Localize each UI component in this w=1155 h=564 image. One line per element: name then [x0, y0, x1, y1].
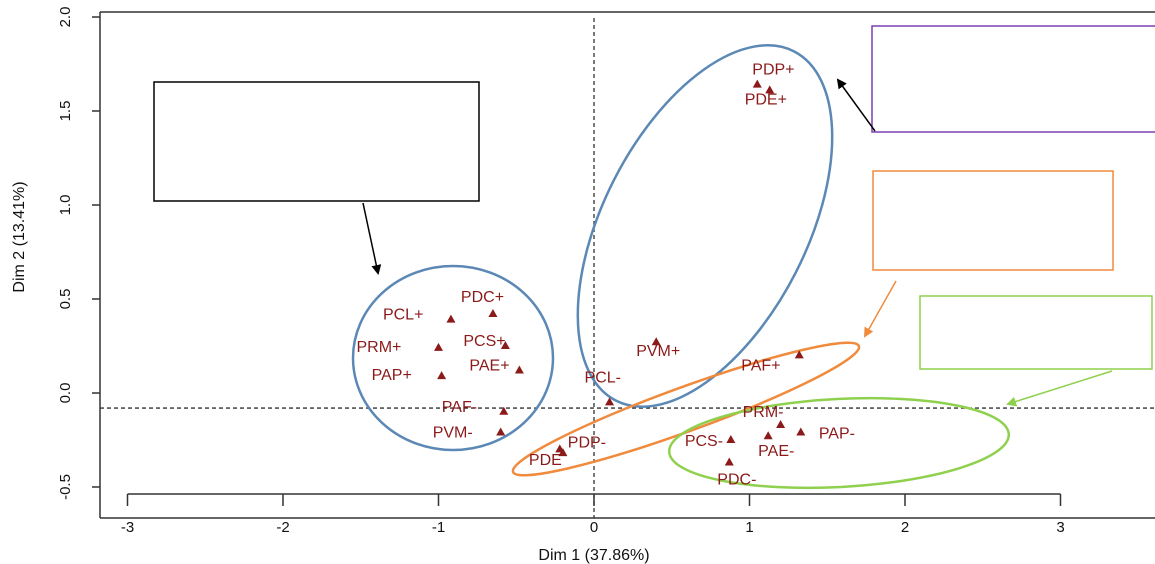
data-point-label: PRM-	[743, 404, 784, 421]
ellipse-orange-group	[511, 341, 861, 477]
y-tick-label: 2.0	[57, 7, 74, 28]
x-tick-label: 2	[901, 519, 909, 536]
data-point	[437, 371, 447, 380]
data-point-label: PAF-	[442, 399, 477, 416]
data-point	[499, 406, 509, 415]
data-point	[488, 309, 498, 318]
annotation-box-purple	[871, 25, 1155, 133]
arrow-green-to-green-group	[1006, 370, 1113, 407]
data-point	[651, 337, 661, 346]
x-tick-label: 3	[1056, 519, 1064, 536]
data-point-label: PAE-	[758, 443, 794, 460]
arrow-black-to-left-group	[362, 202, 382, 275]
group-ellipses	[351, 44, 1011, 490]
data-point-label: PDC+	[461, 289, 504, 306]
data-point-label: PAF+	[741, 357, 780, 374]
data-point	[500, 341, 510, 349]
data-point-label: PCS-	[685, 433, 723, 450]
y-axis: -0.5 0.0 0.5 1.0 1.5 2.0	[57, 7, 100, 500]
y-tick-label: 1.5	[57, 101, 74, 122]
data-point	[514, 365, 524, 374]
x-tick-label: -1	[432, 519, 445, 536]
data-point-label: PDC-	[717, 472, 756, 489]
data-point	[776, 419, 786, 428]
annotation-box-black	[153, 81, 480, 202]
data-point-label: PDE+	[745, 91, 787, 108]
annotation-boxes	[153, 25, 1155, 370]
data-point	[724, 457, 734, 466]
data-point-label: PRM+	[357, 339, 402, 356]
data-point-label: PVM+	[636, 343, 680, 360]
y-tick-label: 0.0	[57, 383, 74, 404]
data-point-label: PCL+	[383, 307, 423, 324]
data-point-label: PAE+	[469, 357, 509, 374]
y-tick-label: 0.5	[57, 289, 74, 310]
arrow-purple-to-top-group	[836, 78, 876, 132]
data-point	[434, 342, 443, 351]
data-point-label: PDP+	[752, 62, 794, 79]
annotation-box-green	[919, 295, 1153, 370]
data-points: PDP+ PDE+ PDC+ PCL+ PCS+ PRM+ PAE+ PAP+ PVM+ PAF+…	[357, 62, 855, 489]
y-tick-label: -0.5	[57, 474, 74, 500]
data-point	[605, 397, 615, 406]
ellipse-blue-left-group	[351, 264, 555, 452]
x-tick-label: -2	[276, 519, 289, 536]
data-point-label: PVM-	[433, 424, 473, 441]
x-tick-label: -3	[121, 519, 134, 536]
data-point-label: PCS+	[463, 333, 505, 350]
data-point	[752, 79, 762, 88]
ellipse-blue-top-group	[576, 44, 834, 408]
annotation-box-orange	[872, 170, 1114, 271]
data-point-label: PAP-	[819, 425, 855, 442]
ellipse-green-group	[667, 396, 1011, 490]
data-point	[446, 314, 456, 323]
data-point-label: PCL-	[585, 369, 621, 386]
x-tick-label: 0	[590, 519, 598, 536]
arrow-orange-to-orange-group	[864, 280, 897, 338]
data-point	[794, 350, 804, 359]
data-point	[496, 427, 506, 436]
data-point	[796, 427, 806, 436]
y-axis-title: Dim 2 (13.41%)	[11, 181, 28, 292]
x-axis: -3 -2 -1 0 1 2 3	[121, 493, 1065, 536]
data-point-label: PDE	[529, 452, 562, 469]
data-point	[765, 85, 775, 94]
data-point	[558, 448, 568, 457]
x-axis-title: Dim 1 (37.86%)	[538, 547, 649, 564]
annotation-arrows	[362, 78, 1113, 407]
data-point-label: PDP-	[568, 434, 606, 451]
y-tick-label: 1.0	[57, 195, 74, 216]
x-tick-label: 1	[745, 519, 753, 536]
plot-frame	[99, 11, 1155, 519]
data-point-label: PAP+	[372, 367, 412, 384]
data-point	[726, 435, 736, 443]
data-point	[763, 431, 773, 440]
